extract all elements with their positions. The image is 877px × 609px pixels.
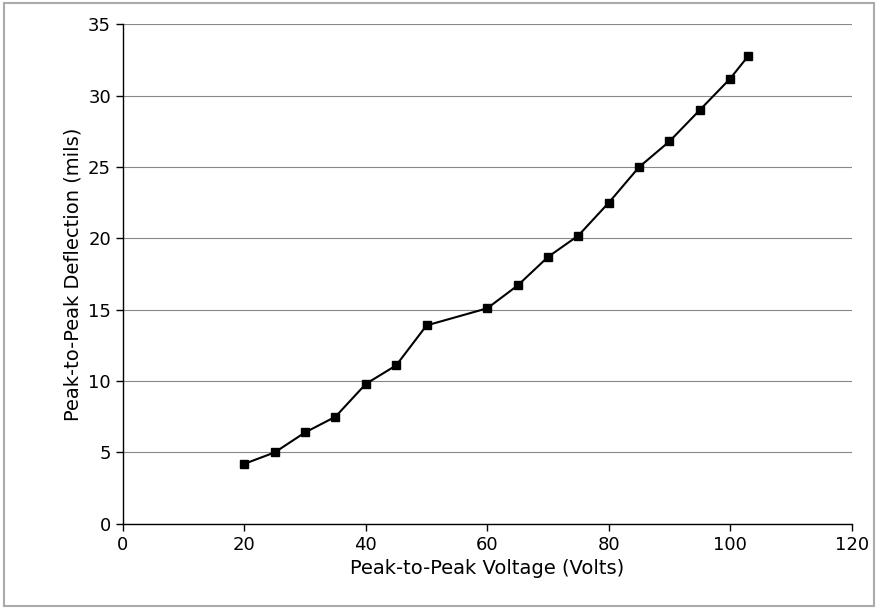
Y-axis label: Peak-to-Peak Deflection (mils): Peak-to-Peak Deflection (mils)	[63, 127, 82, 421]
X-axis label: Peak-to-Peak Voltage (Volts): Peak-to-Peak Voltage (Volts)	[350, 559, 624, 578]
